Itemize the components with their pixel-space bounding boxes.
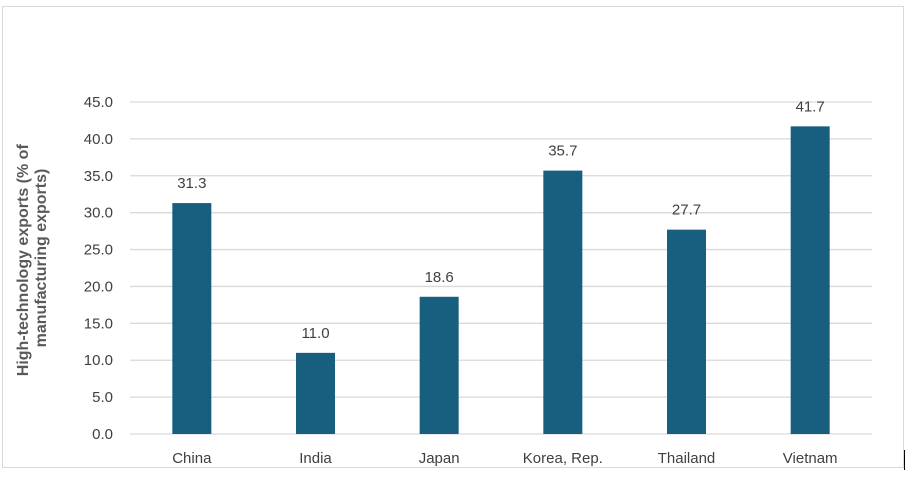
y-tick-label: 20.0 bbox=[84, 278, 113, 295]
y-tick-label: 35.0 bbox=[84, 168, 113, 185]
x-category-label: Vietnam bbox=[783, 450, 838, 467]
bar bbox=[667, 229, 706, 434]
y-axis-title: High-technology exports (% of manufactur… bbox=[15, 140, 50, 376]
bar bbox=[419, 296, 459, 434]
data-labels: 31.3 11.0 18.6 35.7 27.7 41.7 bbox=[177, 98, 825, 341]
y-tick-label: 15.0 bbox=[84, 315, 113, 332]
y-tick-label: 5.0 bbox=[92, 389, 113, 406]
gridlines bbox=[130, 101, 872, 435]
y-axis-title-line-2: manufacturing exports) bbox=[33, 169, 50, 348]
y-axis-title-line-1: High-technology exports (% of bbox=[15, 144, 32, 377]
data-label: 18.6 bbox=[425, 269, 454, 286]
y-tick-label: 30.0 bbox=[84, 205, 113, 222]
edge-mark bbox=[904, 450, 905, 470]
data-label: 11.0 bbox=[301, 325, 329, 342]
data-label: 27.7 bbox=[672, 202, 701, 219]
y-tick-label: 45.0 bbox=[84, 94, 113, 111]
bar bbox=[790, 126, 830, 434]
y-axis-ticks: 0.0 5.0 10.0 15.0 20.0 25.0 30.0 35.0 40.0 45.0 bbox=[84, 94, 113, 443]
y-tick-label: 0.0 bbox=[92, 426, 113, 443]
y-tick-label: 25.0 bbox=[84, 242, 113, 259]
bar bbox=[543, 170, 583, 434]
x-category-label: China bbox=[172, 450, 212, 467]
y-tick-label: 40.0 bbox=[84, 131, 113, 148]
x-axis-categories: China India Japan Korea, Rep. Thailand Vietna… bbox=[172, 450, 837, 467]
x-category-label: India bbox=[299, 450, 332, 467]
data-label: 35.7 bbox=[548, 143, 577, 160]
x-category-label: Japan bbox=[419, 450, 460, 467]
x-category-label: Thailand bbox=[658, 450, 716, 467]
x-category-label: Korea, Rep. bbox=[523, 450, 603, 467]
data-label: 31.3 bbox=[177, 175, 206, 192]
bars bbox=[172, 126, 830, 434]
bar bbox=[296, 352, 335, 434]
data-label: 41.7 bbox=[796, 98, 825, 115]
y-tick-label: 10.0 bbox=[84, 352, 113, 369]
bar bbox=[172, 203, 212, 434]
